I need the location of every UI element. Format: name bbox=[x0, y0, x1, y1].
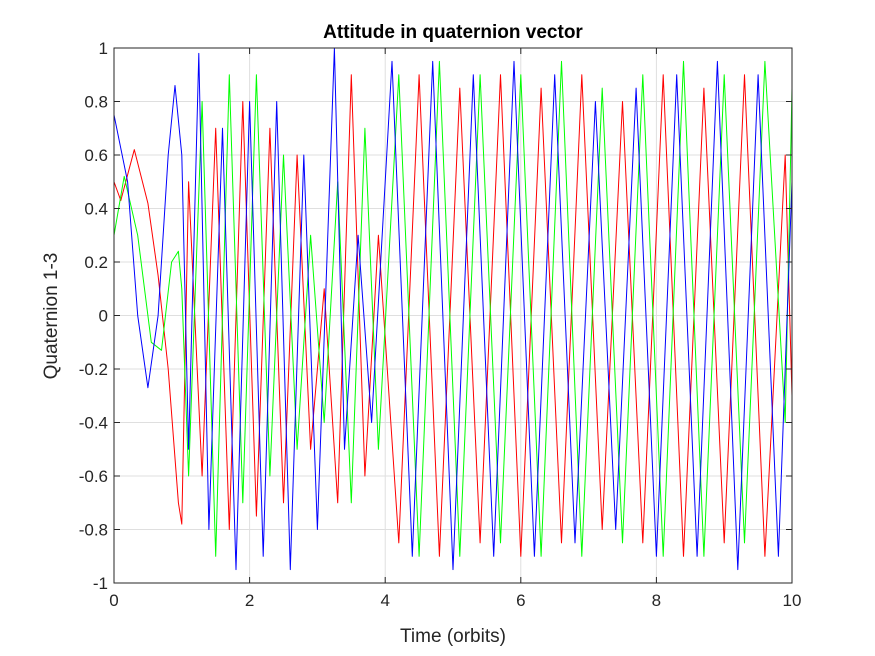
y-tick-label: 0 bbox=[99, 307, 108, 326]
y-tick-label: 1 bbox=[99, 39, 108, 58]
y-tick-label: 0.6 bbox=[84, 146, 108, 165]
y-tick-label: 0.8 bbox=[84, 93, 108, 112]
x-tick-label: 10 bbox=[783, 591, 802, 610]
y-tick-label: -0.4 bbox=[79, 414, 108, 433]
y-tick-label: 0.4 bbox=[84, 200, 108, 219]
x-tick-label: 2 bbox=[245, 591, 254, 610]
series-line-1 bbox=[114, 74, 792, 557]
axes bbox=[113, 47, 793, 584]
y-tick-label: -0.8 bbox=[79, 521, 108, 540]
x-axis-label: Time (orbits) bbox=[400, 626, 506, 647]
y-tick-label: -0.6 bbox=[79, 467, 108, 486]
tick-labels: 0 2 4 6 8 10 -1 -0.8 -0.6 -0.4 -0.2 0 0.2 0.4 0.6 0.8 1 bbox=[79, 39, 802, 610]
x-tick-label: 8 bbox=[652, 591, 661, 610]
x-tick-label: 6 bbox=[516, 591, 525, 610]
series-line-3 bbox=[114, 48, 792, 571]
y-axis-label: Quaternion 1-3 bbox=[41, 253, 62, 380]
y-tick-label: -1 bbox=[93, 574, 108, 593]
y-tick-label: -0.2 bbox=[79, 360, 108, 379]
x-tick-label: 0 bbox=[109, 591, 118, 610]
y-tick-label: 0.2 bbox=[84, 253, 108, 272]
chart-title: Attitude in quaternion vector bbox=[323, 22, 583, 43]
x-tick-label: 4 bbox=[380, 591, 389, 610]
plot-series bbox=[114, 48, 792, 571]
